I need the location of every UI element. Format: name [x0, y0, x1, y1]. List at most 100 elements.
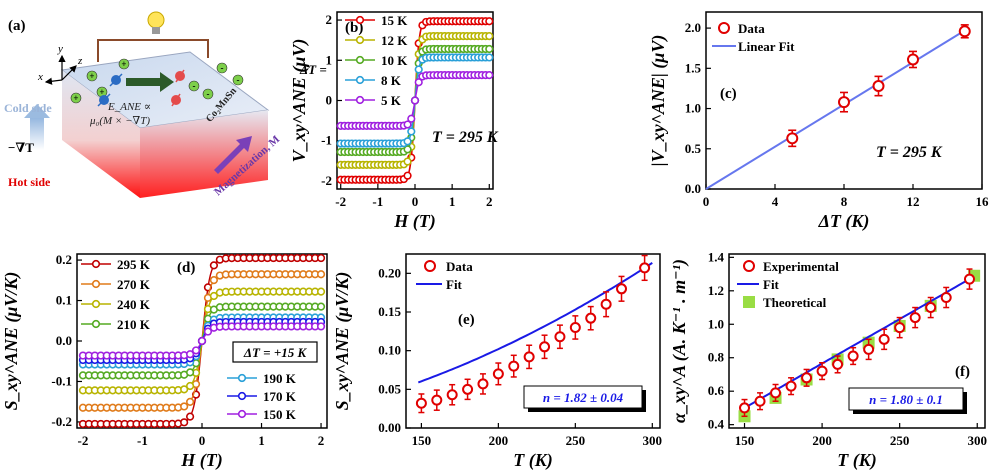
y-tick-label: 0.05 — [378, 381, 401, 396]
slab-side-face — [140, 110, 268, 198]
data-point — [963, 273, 975, 285]
legend-label-0: 15 K — [381, 13, 408, 28]
legend-marker-3 — [355, 75, 365, 85]
lightbulb-icon — [147, 11, 165, 29]
y-tick-label: 0.0 — [685, 181, 701, 196]
data-point — [508, 360, 520, 372]
data-point — [185, 381, 195, 391]
legend-label-fit: Fit — [446, 277, 463, 292]
data-point — [446, 389, 458, 401]
panel-label: (f) — [955, 364, 970, 380]
data-point — [410, 96, 420, 105]
data-point — [616, 283, 628, 295]
y-tick-label: 1.5 — [685, 60, 702, 75]
fit-box — [523, 385, 643, 409]
plot-frame — [728, 253, 986, 429]
annotation-box — [232, 341, 318, 363]
legend-marker-data — [424, 260, 436, 272]
legend-label-0: 295 K — [117, 257, 151, 272]
chart-d: -2 -1 0 1 2 -0.2 -0.1 0.0 0.1 0.2 H (T) S_xy^ANE (μ… — [1, 252, 328, 471]
data-point — [539, 341, 551, 353]
magnetization-arrow-icon — [214, 136, 252, 174]
chart-f: 150 200 250 300 0.4 0.6 0.8 1.0 1.2 1.4 T (K) α_xy^… — [669, 249, 987, 471]
legend-label-data: Data — [738, 21, 765, 36]
data-point — [909, 312, 921, 324]
coordinate-axes: y x z — [37, 43, 83, 85]
data-point — [872, 80, 885, 93]
fit-curve — [740, 275, 975, 411]
data-point — [847, 350, 859, 362]
gradient-arrow-icon — [24, 104, 50, 118]
y-tick-label: -0.1 — [51, 373, 72, 388]
data-point — [554, 331, 566, 343]
panel-label: (c) — [720, 86, 737, 102]
x-tick-label: -1 — [137, 433, 148, 448]
data-point — [832, 358, 844, 370]
x-tick-label: 0 — [199, 433, 206, 448]
svg-text:+: + — [89, 71, 94, 81]
data-point — [180, 402, 189, 411]
legend-label-theoretical: Theoretical — [763, 295, 827, 310]
fit-curve — [417, 262, 653, 384]
data-point — [462, 383, 474, 395]
y-tick-label: -2 — [321, 173, 332, 188]
data-point — [316, 253, 326, 263]
y-axis-label: |V_xy^ANE| (μV) — [648, 35, 669, 167]
y-tick-label: 0.5 — [685, 141, 702, 156]
legend-label-3: 8 K — [381, 73, 402, 88]
data-point — [407, 114, 416, 123]
temperature-annotation: T = 295 K — [876, 144, 943, 161]
charges: + + + + - - - - — [70, 58, 244, 104]
legend-label-data: Data — [446, 259, 473, 274]
x-tick-label: 250 — [890, 433, 910, 448]
fit-box — [848, 387, 964, 411]
y-tick-label: -1 — [321, 133, 332, 148]
x-tick-label: -1 — [372, 194, 383, 209]
data-point — [197, 336, 207, 346]
data-point — [958, 25, 971, 38]
x-tick-label: -2 — [335, 194, 346, 209]
data-point — [523, 351, 535, 363]
panel-label: (d) — [177, 260, 195, 276]
y-tick-label: 1.0 — [708, 316, 724, 331]
equation-line1: E_ANE ∝ — [107, 101, 151, 113]
data-point — [485, 44, 494, 54]
chart-c: 0 4 8 12 16 0.0 0.5 1.0 1.5 2.0 ΔT (K) |V_xy^ANE| (… — [648, 11, 989, 232]
svg-text:-: - — [207, 89, 210, 99]
y-tick-label: 1.2 — [708, 283, 724, 298]
svg-text:+: + — [73, 93, 78, 103]
data-point — [414, 65, 423, 74]
legend-marker-0 — [355, 15, 365, 25]
y-axis-label: S_xy^ANE (μV/K) — [332, 272, 353, 411]
y-axis-label: V_xy^ANE (μV) — [289, 39, 310, 163]
axis-y-label: y — [57, 43, 63, 55]
x-tick-label: 300 — [643, 433, 663, 448]
data-point — [185, 412, 195, 421]
x-tick-label: 12 — [907, 194, 920, 209]
y-tick-label: 2 — [326, 12, 333, 27]
wire — [97, 39, 209, 62]
equation-line2: μ₀(M × −∇T) — [89, 115, 150, 127]
plot-frame — [405, 253, 661, 429]
data-point — [209, 261, 219, 270]
data-point — [180, 385, 189, 394]
legend-marker-theoretical — [743, 296, 755, 308]
y-axis-label: S_xy^ANE (μV/K) — [1, 272, 22, 411]
data-point — [203, 327, 213, 336]
data-point — [185, 368, 195, 377]
data-point — [209, 276, 219, 285]
y-tick-label: 0.1 — [56, 293, 72, 308]
gradient-arrow-shaft — [30, 116, 44, 150]
delta-t-annotation: ΔT = +15 K — [243, 345, 308, 360]
svg-text:+: + — [99, 87, 104, 97]
data-point — [403, 157, 412, 166]
data-point — [403, 120, 412, 129]
svg-text:+: + — [121, 59, 126, 69]
electrons — [97, 69, 185, 107]
x-tick-label: 4 — [772, 194, 779, 209]
x-axis-label: H (T) — [180, 450, 222, 471]
grad-t-label: −∇T — [8, 140, 34, 155]
legend-marker-5 — [237, 391, 247, 401]
cold-side-label: Cold side — [4, 101, 52, 115]
